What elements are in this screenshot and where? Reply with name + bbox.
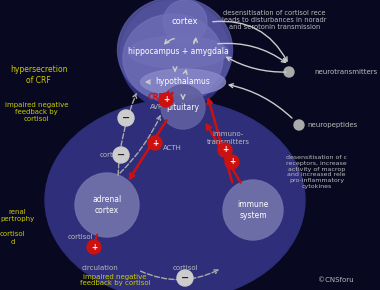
Text: desensitisation of c
receptors, increase
activity of macrop
and increased rele
p: desensitisation of c receptors, increase… <box>286 155 347 189</box>
Ellipse shape <box>45 100 305 290</box>
Ellipse shape <box>128 36 228 68</box>
Ellipse shape <box>117 0 233 102</box>
Text: +: + <box>152 139 158 148</box>
Text: cortisol
d: cortisol d <box>0 231 25 244</box>
Circle shape <box>118 110 134 126</box>
Circle shape <box>225 155 239 169</box>
Text: +: + <box>222 146 228 155</box>
Text: ©CNSforu: ©CNSforu <box>318 277 354 283</box>
Circle shape <box>218 143 232 157</box>
Text: −: − <box>122 113 130 123</box>
Text: +: + <box>163 95 169 104</box>
Circle shape <box>87 240 101 254</box>
Text: cortisol: cortisol <box>67 234 93 240</box>
Text: hippocampus + amygdala: hippocampus + amygdala <box>128 48 228 57</box>
Circle shape <box>294 120 304 130</box>
Text: hypothalamus: hypothalamus <box>155 77 211 86</box>
Text: +: + <box>229 157 235 166</box>
Circle shape <box>223 180 283 240</box>
Ellipse shape <box>147 65 203 115</box>
Text: neuropeptides: neuropeptides <box>307 122 357 128</box>
Text: neurotransmitters: neurotransmitters <box>314 69 377 75</box>
Ellipse shape <box>123 14 223 102</box>
Text: CRF: CRF <box>147 93 165 102</box>
Text: cortisol: cortisol <box>99 152 125 158</box>
Text: pituitary: pituitary <box>166 102 200 111</box>
Circle shape <box>148 136 162 150</box>
Text: +: + <box>91 242 97 251</box>
Ellipse shape <box>141 69 225 95</box>
Text: −: − <box>117 150 125 160</box>
Text: renal
pertrophy: renal pertrophy <box>0 209 34 222</box>
Circle shape <box>161 85 205 129</box>
Circle shape <box>163 0 207 44</box>
Text: immuno-
transmitters: immuno- transmitters <box>206 131 250 144</box>
Circle shape <box>113 147 129 163</box>
Circle shape <box>177 270 193 286</box>
Circle shape <box>159 93 173 107</box>
Text: cortex: cortex <box>172 17 198 26</box>
Text: −: − <box>181 273 189 283</box>
Text: circulation: circulation <box>82 265 119 271</box>
Text: AVP: AVP <box>149 104 163 110</box>
Text: hypersecretion
of CRF: hypersecretion of CRF <box>10 65 68 85</box>
Circle shape <box>75 173 139 237</box>
Text: adrenal
cortex: adrenal cortex <box>92 195 122 215</box>
Text: immune
system: immune system <box>238 200 269 220</box>
Circle shape <box>284 67 294 77</box>
Circle shape <box>120 0 230 110</box>
Text: cortisol: cortisol <box>172 265 198 271</box>
Text: impaired negative
feedback by cortisol: impaired negative feedback by cortisol <box>80 273 150 287</box>
Text: desensitisation of cortisol rece
leads to disturbances in noradr
and serotonin t: desensitisation of cortisol rece leads t… <box>222 10 326 30</box>
Text: impaired negative
feedback by
cortisol: impaired negative feedback by cortisol <box>5 102 68 122</box>
Text: ACTH: ACTH <box>163 145 181 151</box>
